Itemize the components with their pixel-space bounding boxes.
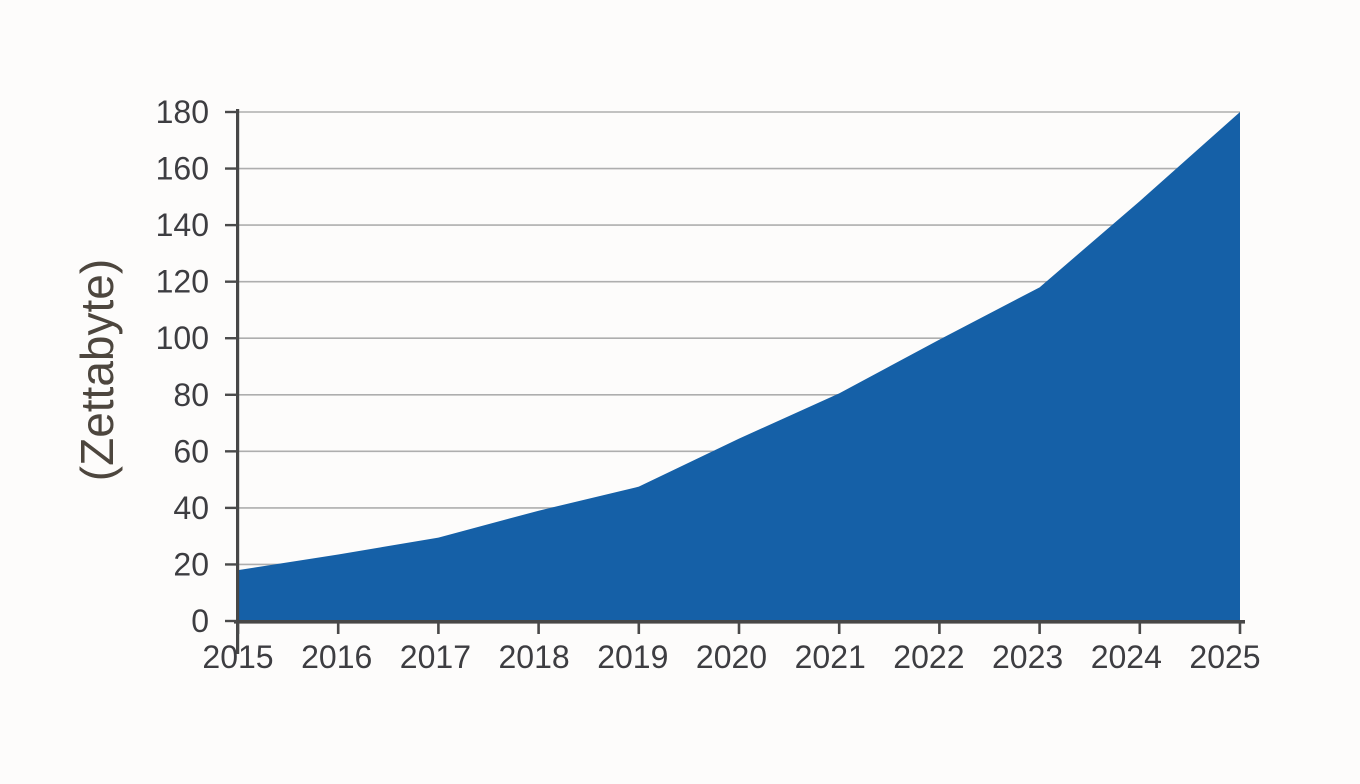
x-tick-label: 2017 [400, 639, 471, 675]
y-tick-label: 60 [173, 433, 209, 469]
area-series [238, 112, 1240, 621]
x-tick-label: 2016 [301, 639, 372, 675]
x-axis-line [234, 620, 1245, 624]
y-tick-label: 20 [173, 546, 209, 582]
x-tick-label: 2018 [499, 639, 570, 675]
y-axis-title: (Zettabyte) [71, 258, 123, 482]
y-axis-line [236, 109, 240, 654]
y-tick-label: 180 [156, 94, 209, 130]
y-tick-label: 0 [191, 603, 209, 639]
y-tick-label: 40 [173, 490, 209, 526]
x-tick-label: 2020 [696, 639, 767, 675]
x-tick-label: 2019 [597, 639, 668, 675]
y-tick-label: 100 [156, 320, 209, 356]
y-tick-label: 160 [156, 151, 209, 187]
x-tick-label: 2023 [992, 639, 1063, 675]
x-tick-label: 2024 [1091, 639, 1162, 675]
y-tick-label: 120 [156, 264, 209, 300]
x-tick-label: 2025 [1189, 639, 1260, 675]
x-tick-label: 2015 [202, 639, 273, 675]
x-tick-label: 2022 [893, 639, 964, 675]
y-tick-label: 140 [156, 207, 209, 243]
y-tick-label: 80 [173, 377, 209, 413]
x-tick-label: 2021 [795, 639, 866, 675]
